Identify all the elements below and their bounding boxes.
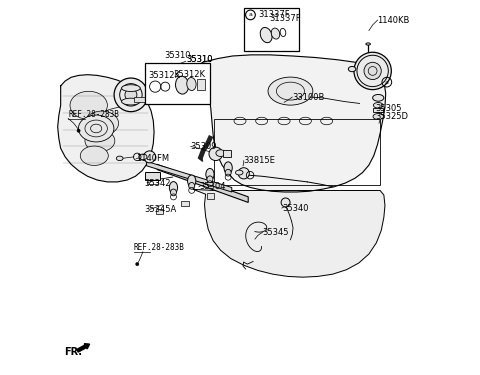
Bar (373, 108, 383, 112)
Ellipse shape (236, 170, 243, 175)
Ellipse shape (207, 176, 213, 183)
Circle shape (238, 168, 249, 179)
Bar (214, 119, 380, 184)
Ellipse shape (271, 28, 280, 39)
Ellipse shape (85, 130, 115, 152)
Ellipse shape (268, 77, 313, 105)
Circle shape (136, 262, 139, 266)
Ellipse shape (176, 76, 189, 94)
Ellipse shape (121, 85, 140, 92)
Polygon shape (193, 189, 385, 277)
Bar (147, 180, 158, 184)
Ellipse shape (373, 102, 383, 108)
Bar (145, 172, 160, 180)
Ellipse shape (224, 162, 232, 174)
Ellipse shape (216, 150, 225, 156)
Circle shape (125, 89, 137, 101)
Circle shape (144, 151, 156, 163)
Ellipse shape (116, 156, 123, 160)
Ellipse shape (78, 115, 114, 142)
Ellipse shape (169, 182, 178, 194)
Polygon shape (58, 75, 154, 182)
Circle shape (77, 129, 80, 132)
Ellipse shape (170, 189, 177, 196)
Ellipse shape (372, 94, 384, 101)
Circle shape (364, 62, 381, 80)
Ellipse shape (189, 183, 195, 189)
Bar (197, 79, 205, 90)
Circle shape (114, 78, 148, 112)
Text: a: a (249, 12, 252, 17)
Text: 35325D: 35325D (375, 112, 408, 121)
Text: 35309: 35309 (191, 142, 217, 151)
Bar (156, 209, 163, 214)
Ellipse shape (225, 170, 231, 176)
Text: 33100B: 33100B (292, 93, 324, 102)
Circle shape (209, 147, 222, 160)
Bar (145, 63, 210, 104)
Bar (133, 97, 145, 102)
Circle shape (281, 198, 290, 207)
Text: REF.28-283B: REF.28-283B (68, 110, 119, 119)
Bar (181, 201, 189, 206)
Text: 31337F: 31337F (258, 10, 289, 19)
Text: 1140FM: 1140FM (136, 154, 169, 163)
Ellipse shape (139, 154, 147, 160)
Text: 35312K: 35312K (148, 71, 180, 80)
Text: a: a (385, 80, 389, 85)
Text: 35345A: 35345A (145, 205, 177, 214)
Ellipse shape (187, 78, 196, 90)
Ellipse shape (188, 175, 196, 187)
Bar (244, 8, 299, 51)
Circle shape (354, 52, 391, 90)
FancyArrow shape (77, 344, 90, 352)
Text: 35310: 35310 (186, 55, 212, 64)
Text: REF.28-283B: REF.28-283B (133, 243, 184, 252)
Polygon shape (193, 55, 386, 192)
Text: FR.: FR. (64, 347, 82, 357)
Text: 35312K: 35312K (173, 70, 205, 79)
Ellipse shape (366, 43, 371, 45)
Text: 35345: 35345 (263, 228, 289, 237)
Text: 35304: 35304 (199, 182, 226, 191)
Polygon shape (146, 161, 232, 192)
Ellipse shape (70, 91, 108, 119)
Text: 33815E: 33815E (244, 156, 276, 165)
Polygon shape (199, 154, 203, 161)
Ellipse shape (85, 111, 119, 135)
Text: 1140KB: 1140KB (377, 16, 410, 25)
Bar (223, 150, 231, 157)
Ellipse shape (348, 66, 356, 72)
Ellipse shape (121, 98, 140, 105)
Text: 35340: 35340 (282, 204, 308, 213)
Ellipse shape (206, 168, 214, 180)
Ellipse shape (80, 146, 108, 165)
Text: 31337F: 31337F (269, 14, 301, 23)
Ellipse shape (260, 27, 272, 43)
Text: 35310: 35310 (186, 55, 212, 64)
Ellipse shape (373, 114, 384, 120)
Polygon shape (157, 164, 248, 202)
Bar (207, 193, 214, 198)
Text: 35305: 35305 (375, 104, 402, 113)
Text: 35310: 35310 (164, 51, 191, 60)
Text: 35342: 35342 (145, 178, 171, 188)
